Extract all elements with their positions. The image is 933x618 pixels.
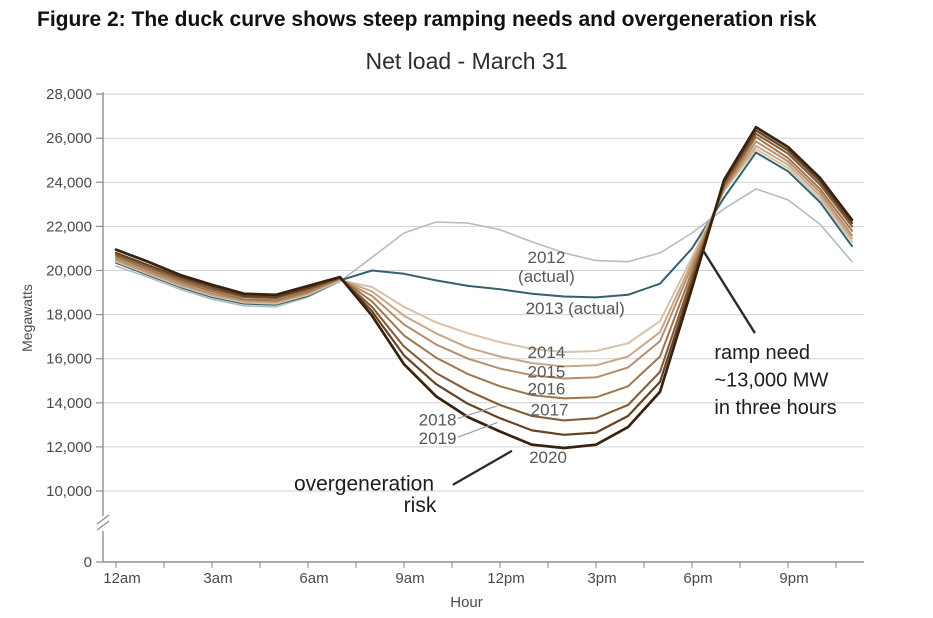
y-tick-label: 10,000: [46, 483, 92, 500]
series-line-2013: [115, 151, 853, 306]
label-2014: 2014: [527, 343, 565, 362]
x-tick-label: 12am: [103, 570, 141, 587]
axis-break-slash: [96, 514, 110, 525]
label-2019: 2019: [419, 429, 457, 448]
series-line-2015: [115, 144, 853, 368]
y-tick-label: 26,000: [46, 130, 92, 147]
y-tick-label: 22,000: [46, 218, 92, 235]
x-tick-label: 9pm: [779, 570, 808, 587]
label-2020: 2020: [529, 448, 567, 467]
x-tick-label: 6am: [299, 570, 328, 587]
series-line-2014: [115, 148, 853, 354]
series-line-2017: [115, 136, 853, 400]
leader-ramp-need: [702, 249, 756, 334]
y-tick-label: 0: [84, 554, 92, 571]
y-tick-label: 16,000: [46, 351, 92, 368]
leader-2019: [457, 422, 498, 438]
label-2013: 2013 (actual): [526, 299, 625, 318]
x-tick-label: 6pm: [683, 570, 712, 587]
y-tick-label: 24,000: [46, 174, 92, 191]
leader-2018: [457, 405, 498, 419]
y-tick-label: 20,000: [46, 263, 92, 280]
label-2018: 2018: [419, 410, 457, 429]
note-ramp-line2: ~13,000 MW: [714, 370, 828, 392]
y-tick-label: 12,000: [46, 439, 92, 456]
y-tick-label: 14,000: [46, 395, 92, 412]
series-line-2012: [115, 188, 853, 308]
x-tick-label: 3am: [203, 570, 232, 587]
label-2012-actual: (actual): [518, 267, 575, 286]
series-line-2016: [115, 140, 853, 380]
axis-break-mask: [98, 516, 108, 531]
chart-title: Net load - March 31: [365, 48, 568, 74]
label-2016: 2016: [527, 379, 565, 398]
x-tick-label: 3pm: [587, 570, 616, 587]
note-overgeneration: overgeneration: [294, 473, 434, 496]
x-tick-label: 12pm: [487, 570, 525, 587]
series-line-2020: [114, 125, 854, 450]
y-tick-label: 28,000: [46, 86, 92, 103]
label-2017: 2017: [531, 400, 569, 419]
series-line-2018: [114, 132, 854, 422]
x-axis-label: Hour: [450, 594, 483, 611]
leader-overgeneration: [452, 450, 513, 486]
figure-title: Figure 2: The duck curve shows steep ram…: [37, 8, 817, 31]
note-ramp-line1: ramp need: [714, 342, 810, 364]
label-2015: 2015: [527, 362, 565, 381]
y-tick-label: 18,000: [46, 307, 92, 324]
label-2012: 2012: [527, 248, 565, 267]
note-ramp-line3: in three hours: [714, 397, 836, 419]
note-risk: risk: [404, 494, 437, 517]
axis-break-slash: [96, 520, 110, 531]
x-tick-label: 9am: [395, 570, 424, 587]
